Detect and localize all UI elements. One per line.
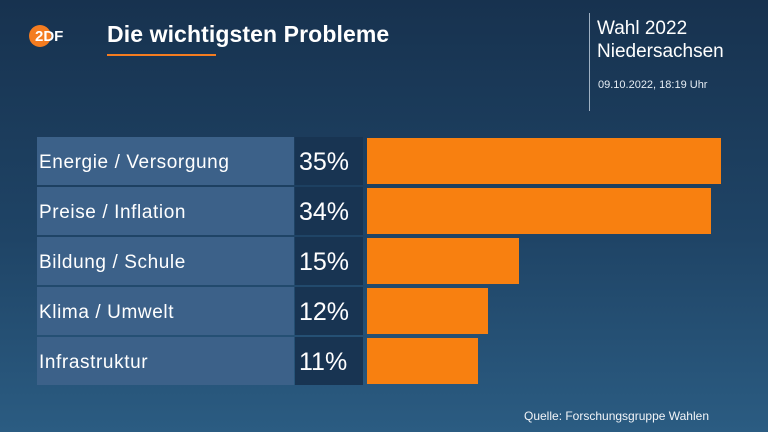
- category-label-preise-inflation: Preise / Inflation: [39, 202, 186, 223]
- value-cell-infrastruktur: [295, 337, 363, 385]
- header-divider: [589, 13, 590, 111]
- bar-klima-umwelt: [367, 288, 488, 334]
- title-underline: [107, 54, 216, 56]
- value-cell-energie-versorgung: [295, 137, 363, 185]
- category-cell-bildung-schule: [37, 237, 294, 285]
- category-cell-infrastruktur: [37, 337, 294, 385]
- bar-infrastruktur: [367, 338, 478, 384]
- value-cell-klima-umwelt: [295, 287, 363, 335]
- timestamp: 09.10.2022, 18:19 Uhr: [598, 79, 708, 91]
- zdf-logo: 2DF: [28, 24, 82, 48]
- category-label-energie-versorgung: Energie / Versorgung: [39, 152, 230, 173]
- category-cell-preise-inflation: [37, 187, 294, 235]
- category-label-bildung-schule: Bildung / Schule: [39, 252, 186, 273]
- source-note: Quelle: Forschungsgruppe Wahlen: [524, 409, 709, 423]
- value-label-klima-umwelt: 12%: [299, 298, 349, 326]
- election-line-2: Niedersachsen: [597, 41, 724, 62]
- category-cell-energie-versorgung: [37, 137, 294, 185]
- value-label-preise-inflation: 34%: [299, 198, 349, 226]
- election-info: Wahl 2022 Niedersachsen: [597, 17, 724, 63]
- value-label-energie-versorgung: 35%: [299, 148, 349, 176]
- value-cell-preise-inflation: [295, 187, 363, 235]
- category-label-infrastruktur: Infrastruktur: [39, 352, 148, 373]
- bar-preise-inflation: [367, 188, 711, 234]
- chart-title: Die wichtigsten Probleme: [107, 21, 390, 47]
- category-cell-klima-umwelt: [37, 287, 294, 335]
- value-cell-bildung-schule: [295, 237, 363, 285]
- election-line-1: Wahl 2022: [597, 18, 688, 39]
- bar-energie-versorgung: [367, 138, 721, 184]
- category-label-klima-umwelt: Klima / Umwelt: [39, 302, 174, 323]
- value-label-bildung-schule: 15%: [299, 248, 349, 276]
- bar-bildung-schule: [367, 238, 519, 284]
- value-label-infrastruktur: 11%: [299, 348, 347, 376]
- zdf-logo-text: 2DF: [35, 28, 63, 45]
